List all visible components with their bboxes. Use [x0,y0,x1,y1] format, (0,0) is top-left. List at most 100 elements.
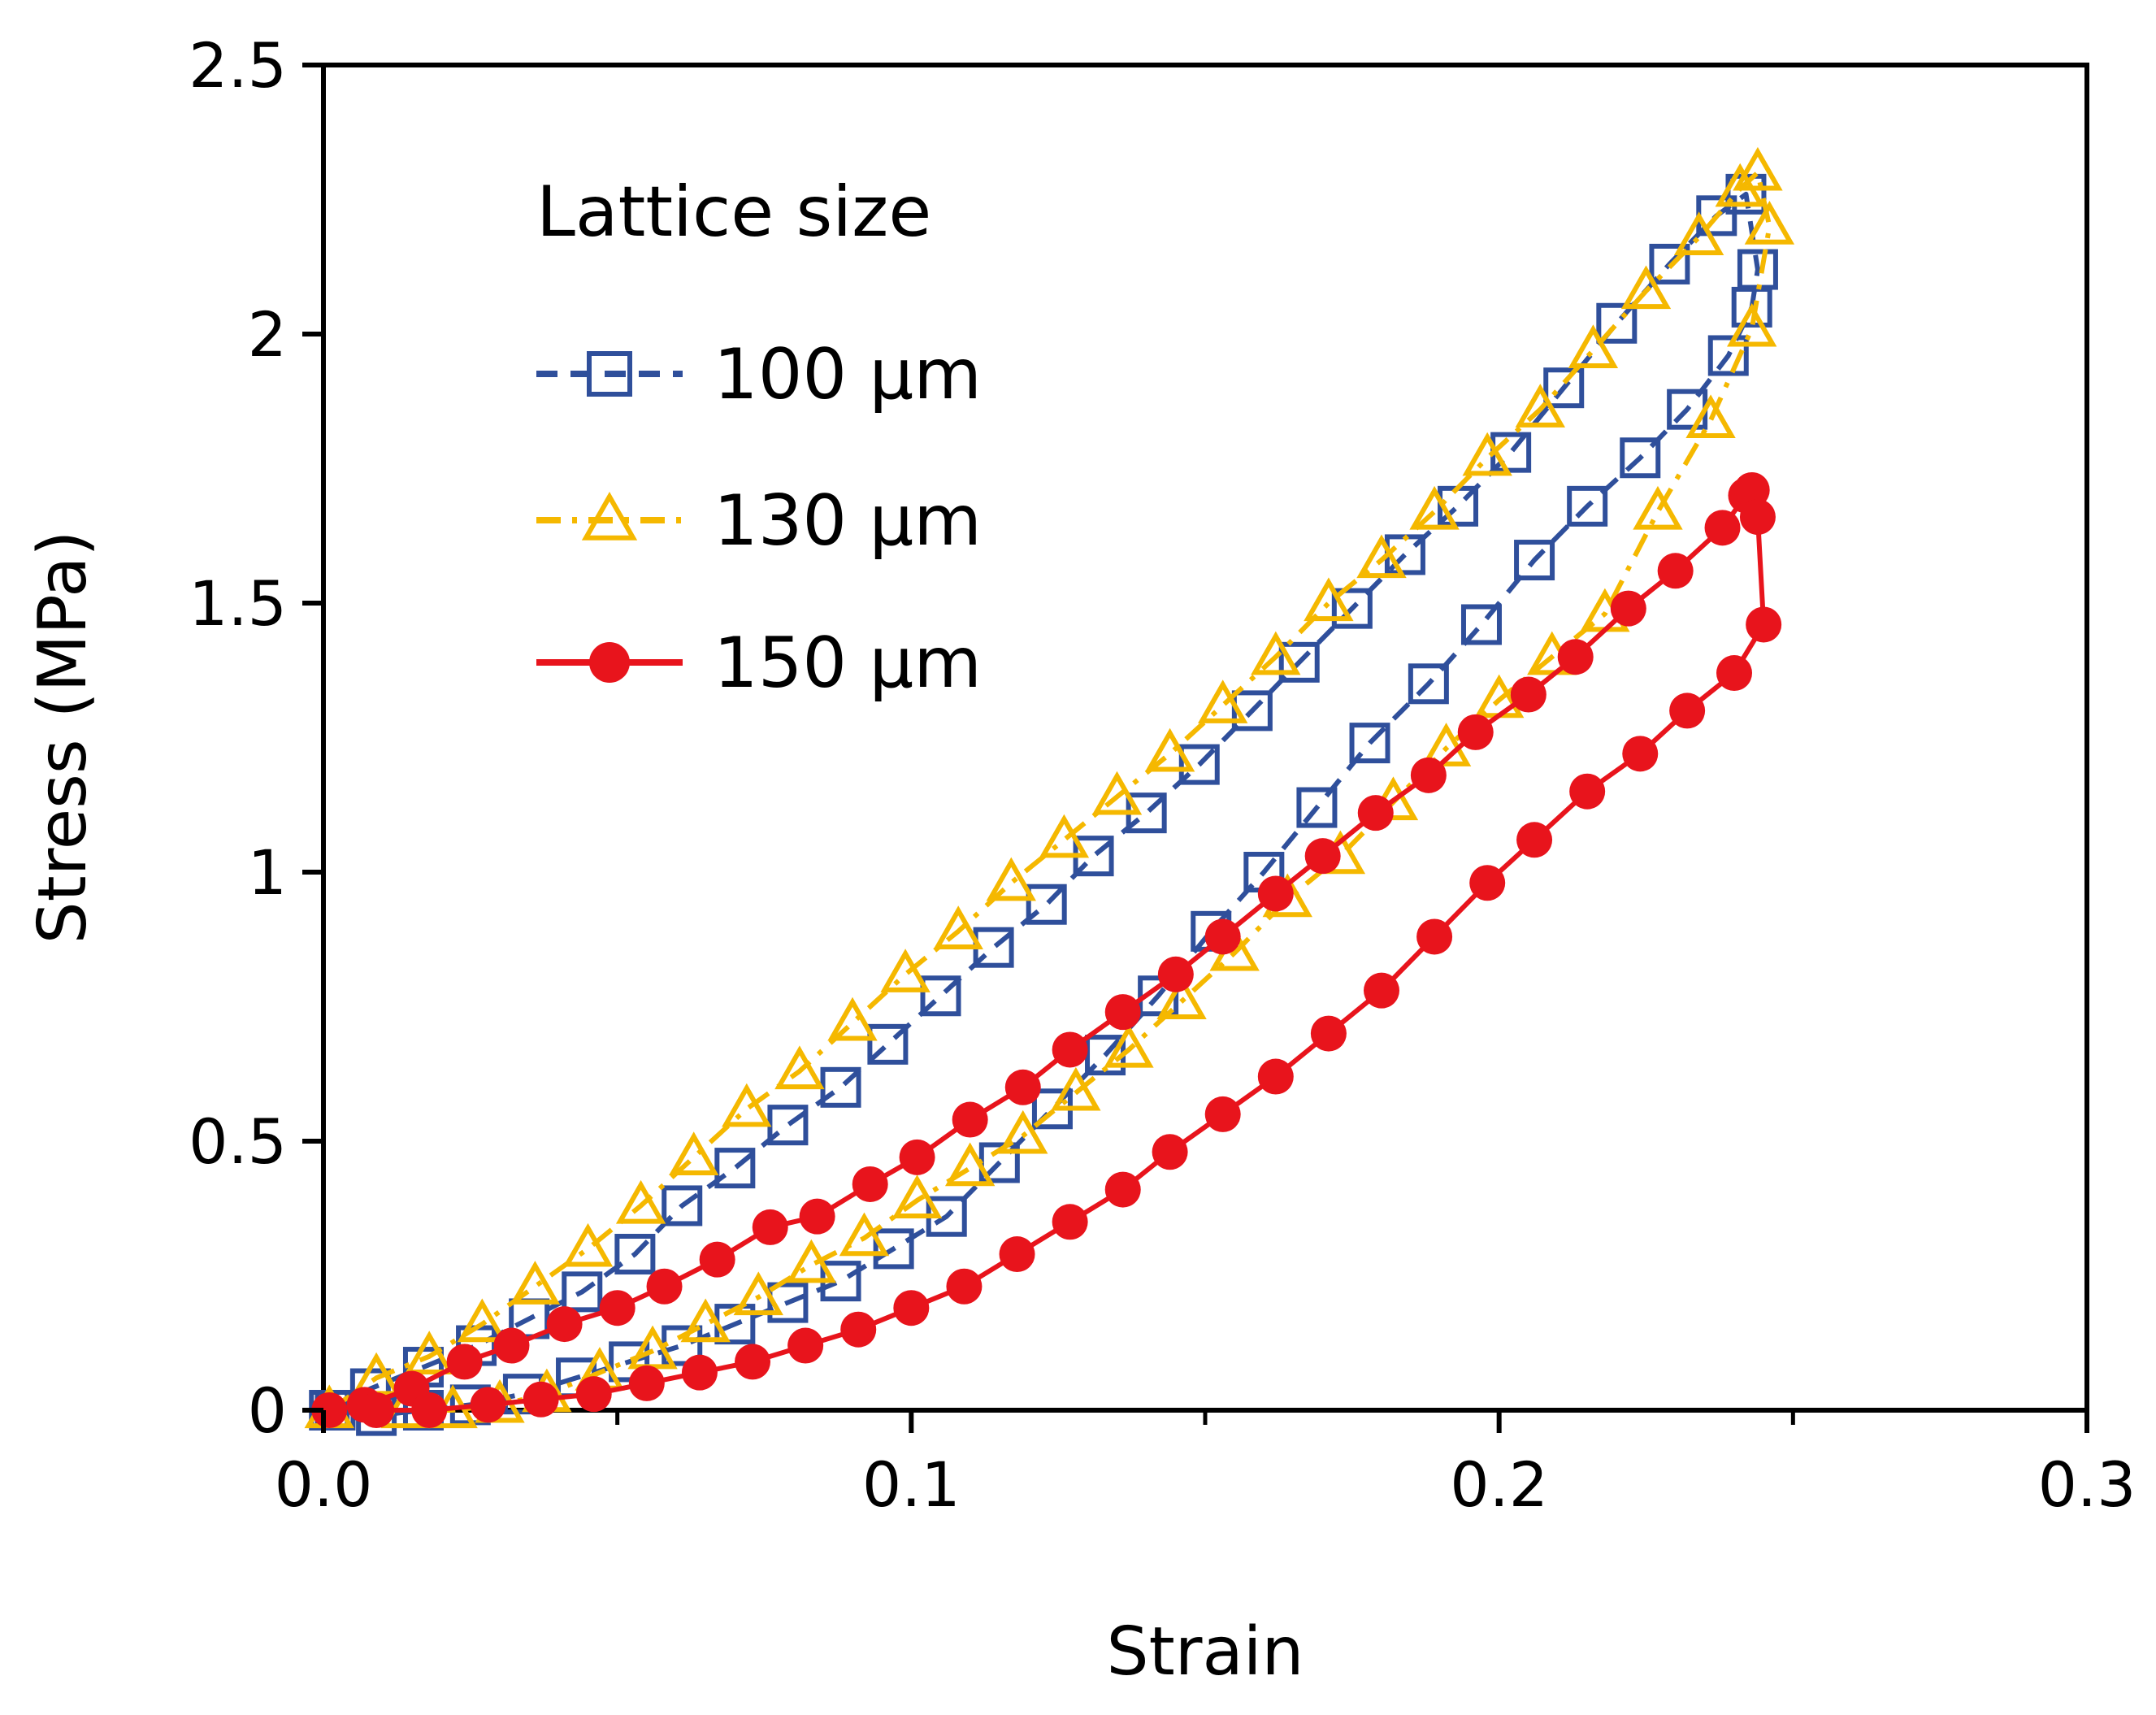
data-point [998,1109,1048,1154]
data-point [952,1101,988,1138]
data-point [446,1344,483,1380]
data-point [722,1083,772,1127]
legend-title: Lattice size [536,172,931,253]
data-point [1104,1023,1154,1068]
data-point [546,1306,583,1343]
data-point [1460,604,1502,645]
data-point [1198,679,1248,723]
data-point [562,1222,614,1267]
data-point [1421,723,1472,766]
data-point [899,1139,935,1175]
data-point [404,1331,454,1374]
data-point [893,1290,930,1326]
data-point [1357,795,1394,831]
data-point [599,1290,636,1326]
data-point [891,1174,943,1218]
data-point [1739,499,1776,536]
data-point [799,1198,835,1235]
data-point [1622,736,1659,772]
data-point [1515,384,1565,428]
y-tick-label: 2 [248,298,287,371]
series-1 [309,173,1778,1436]
data-point [1457,714,1494,750]
data-point [1657,553,1694,589]
data-point [1251,631,1301,675]
data-point [1596,302,1638,344]
data-point [1716,655,1752,692]
data-point [628,1365,665,1401]
y-tick-label: 0 [248,1374,287,1447]
data-point [1052,1204,1088,1240]
data-point [1727,302,1777,347]
data-point [1569,773,1606,810]
data-point [1669,693,1706,729]
x-tick-label: 0.1 [862,1448,961,1521]
data-point [493,1327,530,1364]
data-point [1649,243,1690,284]
series-line [328,488,1767,1413]
data-point [1157,956,1194,992]
data-point [562,1271,603,1313]
data-point [752,1209,788,1245]
data-point [852,1166,888,1202]
data-point [1416,918,1453,955]
data-point [1408,663,1449,705]
data-point [944,1142,996,1187]
legend-marker [589,642,630,683]
data-point [1138,975,1179,1017]
data-point [1257,875,1294,912]
data-point [880,949,931,992]
series-layer [304,146,1795,1436]
legend-entry: 150 µm [536,623,982,704]
data-point [1469,865,1506,901]
data-point [1731,286,1772,328]
x-tick-label: 0.2 [1450,1448,1548,1521]
data-point [1257,1058,1294,1095]
data-point [787,1327,824,1364]
data-point [933,905,983,949]
data-point [1349,723,1390,764]
legend-entries: 100 µm 130 µm 150 µm [536,334,982,704]
data-point [1543,367,1585,409]
data-point [470,1387,506,1423]
data-point [786,1239,837,1283]
data-point [1310,1015,1347,1052]
data-point [1231,690,1273,732]
data-point [615,1179,666,1224]
legend-label: 150 µm [714,623,982,704]
data-point [1052,1031,1088,1068]
data-point [1104,1171,1141,1208]
data-point [457,1298,507,1343]
data-point [999,1236,1035,1273]
legend-entry: 130 µm [536,480,982,562]
data-point [358,1392,395,1428]
data-point [1104,994,1141,1031]
data-point [986,857,1036,901]
data-point [609,1341,650,1383]
data-point [1673,211,1724,255]
data-point [699,1241,735,1278]
data-point [1733,146,1783,191]
data-point [1204,918,1241,955]
data-point [1356,534,1407,579]
data-point [662,1185,703,1227]
data-point [1304,838,1341,875]
y-tick-label: 1.5 [189,567,287,640]
data-point [1733,471,1770,508]
data-point [1204,1096,1241,1132]
legend-marker [587,351,632,397]
x-tick-label: 0.0 [275,1448,373,1521]
data-point [1620,437,1661,479]
data-point [1557,639,1594,675]
data-point [1178,744,1220,785]
data-point [1620,265,1672,310]
x-axis-title: Strain [1107,1613,1304,1691]
data-point [1144,727,1195,772]
data-point [1152,1134,1188,1170]
data-point [669,1131,719,1175]
data-point [1610,590,1646,627]
data-point [1704,510,1741,546]
legend-label: 130 µm [714,480,982,562]
data-point [1304,577,1354,622]
